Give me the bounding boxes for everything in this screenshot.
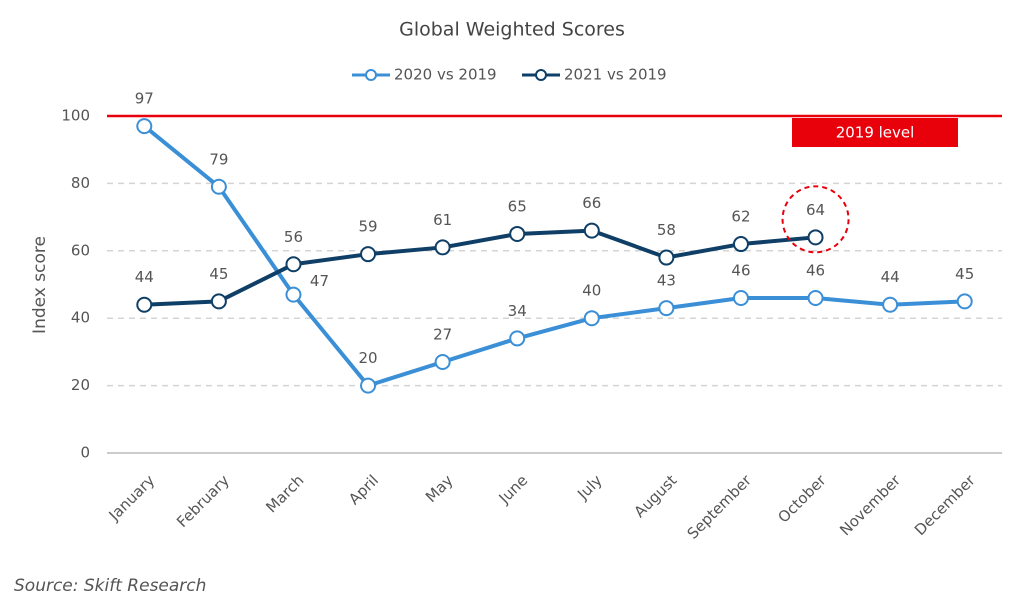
data-label: 34 xyxy=(508,302,527,320)
data-label: 65 xyxy=(508,197,527,215)
point xyxy=(732,236,749,253)
point xyxy=(434,239,451,256)
x-tick-label: August xyxy=(631,471,681,521)
point xyxy=(956,293,973,310)
data-label: 61 xyxy=(433,211,452,229)
x-tick-label: March xyxy=(262,471,307,516)
data-label: 66 xyxy=(582,194,601,212)
x-tick-label: January xyxy=(105,471,159,525)
data-label: 46 xyxy=(731,261,750,279)
chart-title: Global Weighted Scores xyxy=(399,19,625,41)
point xyxy=(583,310,600,327)
x-tick-label: April xyxy=(345,471,382,508)
x-tick-label: September xyxy=(684,471,756,543)
point xyxy=(807,289,824,306)
point xyxy=(136,296,153,313)
point xyxy=(210,293,227,310)
point xyxy=(658,300,675,317)
point xyxy=(658,249,675,266)
legend-label: 2021 vs 2019 xyxy=(564,66,667,84)
data-label: 47 xyxy=(310,272,329,290)
point xyxy=(807,229,824,246)
data-label: 44 xyxy=(135,268,154,286)
source: Source: Skift Research xyxy=(14,576,206,596)
point xyxy=(210,178,227,195)
reference-label: 2019 level xyxy=(836,124,915,142)
point xyxy=(583,222,600,239)
data-label: 64 xyxy=(806,201,825,219)
x-tick-label: November xyxy=(836,471,904,539)
point xyxy=(285,286,302,303)
data-label: 58 xyxy=(657,221,676,239)
y-tick-label: 20 xyxy=(71,376,90,394)
data-label: 45 xyxy=(955,265,974,283)
legend-marker xyxy=(535,69,547,81)
point xyxy=(509,225,526,242)
point xyxy=(732,289,749,306)
series-line xyxy=(143,124,965,388)
reference-label-box xyxy=(792,118,958,147)
series-line xyxy=(144,228,816,307)
point xyxy=(882,296,899,313)
data-label: 27 xyxy=(433,326,452,344)
data-label: 45 xyxy=(209,265,228,283)
y-tick-label: 40 xyxy=(71,309,90,327)
x-tick-label: May xyxy=(422,471,457,506)
x-tick-label: February xyxy=(173,471,233,531)
point xyxy=(360,246,377,263)
x-tick-label: October xyxy=(774,471,830,527)
data-label: 46 xyxy=(806,261,825,279)
point xyxy=(136,118,153,135)
point xyxy=(509,330,526,347)
legend-label: 2020 vs 2019 xyxy=(394,66,497,84)
point xyxy=(360,377,377,394)
x-tick-label: June xyxy=(495,471,532,508)
data-label: 44 xyxy=(881,268,900,286)
data-label: 97 xyxy=(135,90,154,108)
y-tick-label: 60 xyxy=(71,241,90,259)
legend-marker xyxy=(365,69,377,81)
y-tick-label: 0 xyxy=(80,444,90,462)
y-tick-label: 80 xyxy=(71,174,90,192)
point xyxy=(285,256,302,273)
data-label: 56 xyxy=(284,228,303,246)
data-label: 79 xyxy=(209,150,228,168)
data-label: 20 xyxy=(358,349,377,367)
data-label: 62 xyxy=(731,208,750,226)
data-label: 40 xyxy=(582,282,601,300)
x-tick-label: July xyxy=(573,471,606,504)
data-label: 43 xyxy=(657,272,676,290)
y-tick-label: 100 xyxy=(61,107,90,125)
highlight-circle xyxy=(781,185,850,254)
point xyxy=(434,354,451,371)
y-axis-label: Index score xyxy=(30,236,50,334)
x-tick-label: December xyxy=(911,471,979,539)
data-label: 59 xyxy=(358,218,377,236)
